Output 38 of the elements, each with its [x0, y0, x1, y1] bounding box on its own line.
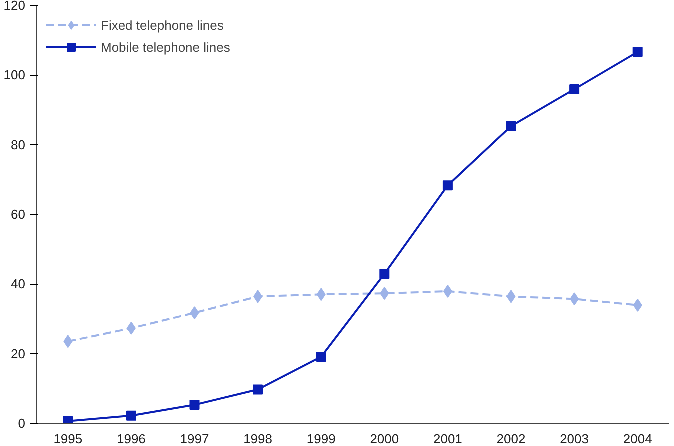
y-tick-label: 100 [4, 68, 26, 83]
point [254, 290, 263, 304]
x-tick-label: 2002 [496, 432, 526, 446]
x-tick-label: 1997 [180, 432, 210, 446]
x-tick-label: 1998 [244, 432, 273, 446]
point [570, 292, 580, 306]
point [190, 306, 200, 320]
x-tick-label: 1996 [116, 432, 146, 446]
y-tick-label: 20 [11, 346, 26, 362]
legend-label: Mobile telephone lines [101, 40, 230, 54]
x-tick-label: 2003 [560, 432, 590, 446]
point [190, 400, 200, 410]
point [126, 322, 136, 335]
x-tick-label: 2000 [370, 432, 400, 446]
point [443, 284, 452, 298]
point [632, 47, 643, 58]
y-tick-label: 80 [11, 137, 26, 152]
x-tick-label: 1999 [306, 432, 336, 446]
x-tick-label: 2004 [623, 432, 652, 446]
legend-label: Fixed telephone lines [101, 18, 224, 32]
point [506, 290, 516, 304]
x-tick-label: 1995 [54, 432, 83, 446]
point [126, 410, 136, 421]
y-tick-label: 60 [11, 207, 26, 222]
point [316, 352, 326, 362]
point [633, 298, 642, 312]
point [64, 335, 73, 348]
y-tick-label: 40 [11, 276, 26, 292]
point [253, 384, 264, 395]
point [570, 84, 580, 94]
point [506, 121, 516, 132]
point [380, 287, 390, 300]
y-tick-label: 120 [4, 0, 26, 13]
y-tick-label: 0 [18, 416, 26, 431]
point [316, 288, 326, 302]
point [380, 269, 390, 280]
point [442, 180, 453, 191]
x-tick-label: 2001 [433, 432, 462, 446]
